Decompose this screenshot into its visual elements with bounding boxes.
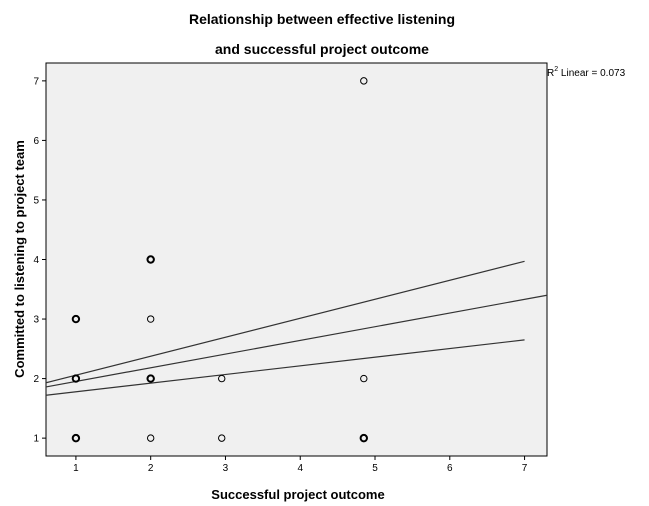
- y-axis-label: Committed to listening to project team: [12, 140, 27, 378]
- y-tick-label: 6: [33, 136, 39, 147]
- y-tick-label: 4: [33, 255, 39, 266]
- data-points: [71, 77, 368, 443]
- confidence-bands: [45, 260, 525, 396]
- x-tick-label: 4: [297, 463, 303, 474]
- x-tick-label: 6: [447, 463, 453, 474]
- r2-prefix: R: [547, 68, 554, 79]
- y-tick-label: 3: [33, 315, 39, 326]
- y-axis-ticks: 1 2 3 4 5 6 7: [33, 76, 46, 445]
- x-tick-label: 5: [372, 463, 378, 474]
- data-point: [146, 315, 155, 323]
- data-point: [146, 255, 155, 264]
- data-point: [218, 374, 226, 383]
- r2-annotation: R2 Linear = 0.073: [547, 66, 626, 79]
- data-point: [359, 433, 368, 443]
- y-tick-label: 2: [33, 374, 39, 385]
- chart-title-line-2: and successful project outcome: [215, 41, 429, 57]
- x-tick-label: 3: [223, 463, 229, 474]
- x-tick-label: 2: [148, 463, 154, 474]
- confidence-band-line: [45, 260, 525, 384]
- data-point: [218, 434, 226, 442]
- data-point: [146, 374, 155, 383]
- plot-area: [45, 62, 548, 457]
- data-point: [71, 433, 81, 443]
- y-tick-label: 1: [33, 434, 39, 445]
- x-tick-label: 1: [73, 463, 79, 474]
- y-tick-label: 5: [33, 195, 39, 206]
- data-point: [360, 374, 368, 383]
- confidence-band-line: [45, 339, 525, 396]
- y-tick-label: 7: [33, 76, 39, 87]
- r2-superscript: 2: [554, 66, 558, 73]
- data-point: [71, 374, 81, 383]
- r2-value: Linear = 0.073: [558, 68, 625, 79]
- data-point: [360, 77, 368, 85]
- fit-line: [45, 294, 548, 388]
- chart-title-line-1: Relationship between effective listening: [189, 11, 455, 27]
- x-axis-ticks: 1 2 3 4 5 6 7: [73, 456, 528, 474]
- data-point: [71, 314, 81, 324]
- fit-line-group: [45, 294, 548, 388]
- x-axis-label: Successful project outcome: [211, 487, 384, 502]
- data-point: [146, 434, 155, 442]
- x-tick-label: 7: [522, 463, 528, 474]
